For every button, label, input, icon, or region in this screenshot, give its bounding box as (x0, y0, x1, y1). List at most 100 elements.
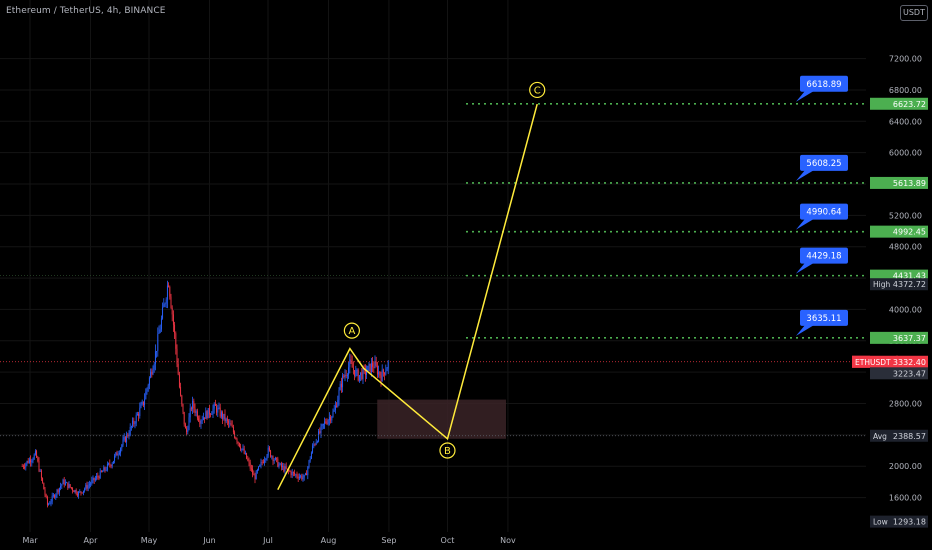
currency-button[interactable]: USDT (900, 5, 928, 21)
y-tick-label: 2800.00 (889, 400, 922, 409)
target-callout[interactable]: 6618.89 (796, 75, 848, 102)
avg-price-tag-bg (870, 429, 928, 442)
target-callout[interactable]: 4990.64 (796, 203, 848, 230)
candle-body (261, 462, 263, 463)
target-axis-tag[interactable]: 4992.45 (870, 225, 928, 238)
candle-body (267, 447, 269, 456)
candle-body (348, 367, 350, 375)
candle-body (333, 410, 335, 412)
candle-body (355, 370, 357, 377)
candle-body (385, 371, 387, 375)
candle-body (46, 496, 48, 505)
candle-body (211, 413, 213, 415)
candle-body (208, 408, 210, 415)
candle-body (109, 463, 111, 466)
candle-body (110, 465, 112, 467)
candle-body (256, 469, 258, 472)
candle-body (379, 371, 381, 376)
candle-body (127, 434, 129, 437)
target-lines: 6618.89 5608.25 4990.64 4429.18 3635.11 (466, 75, 866, 339)
target-callout[interactable]: 4429.18 (796, 247, 848, 274)
target-axis-tag-value: 6623.72 (893, 100, 926, 109)
candle-body (162, 307, 164, 319)
candle-body (140, 404, 142, 408)
symbol-title[interactable]: Ethereum / TetherUS, 4h, BINANCE (6, 6, 166, 16)
target-callout[interactable]: 5608.25 (796, 154, 848, 181)
candle-body (320, 426, 322, 433)
candle-body (276, 457, 278, 459)
wave-label-a[interactable]: A (343, 322, 360, 339)
candle-body (352, 367, 354, 370)
candle-body (367, 365, 369, 372)
target-axis-tag[interactable]: 3637.37 (870, 331, 928, 344)
candle-body (316, 441, 318, 443)
candle-body (376, 365, 378, 375)
candle-body (340, 383, 342, 388)
candle-body (234, 432, 236, 438)
candle-body (117, 454, 119, 456)
candle-body (254, 475, 256, 480)
candle-body (262, 462, 264, 464)
candle-body (30, 459, 32, 463)
candle-body (36, 451, 38, 458)
candle-body (265, 458, 267, 461)
candle-body (52, 495, 54, 496)
prev-close-tag-bg (870, 367, 928, 380)
wave-label-text: A (348, 326, 355, 337)
wave-label-circle (529, 81, 546, 99)
candle-body (37, 457, 39, 461)
candle-body (196, 411, 198, 419)
wave-label-c[interactable]: C (529, 81, 546, 99)
candle-body (289, 470, 291, 472)
candle-body (177, 364, 179, 375)
avg-price-tag[interactable]: Avg 2388.57 (870, 429, 928, 442)
candle-body (298, 476, 300, 479)
target-axis-tag[interactable]: 6623.72 (870, 97, 928, 110)
wave-label-b[interactable]: B (439, 442, 456, 459)
price-axis[interactable]: 1600.002000.002400.002800.003200.003600.… (852, 55, 928, 528)
candle-body (28, 459, 30, 463)
candle-body (357, 369, 359, 381)
candle-body (130, 426, 132, 428)
candle-body (380, 375, 382, 382)
candle-body (136, 414, 138, 416)
candle-body (274, 457, 276, 460)
candle-body (183, 411, 185, 425)
candle-body (68, 484, 70, 488)
candle-body (238, 442, 240, 447)
low-price-tag[interactable]: Low 1293.18 (870, 515, 928, 528)
candle-body (26, 460, 28, 464)
candle-body (152, 369, 154, 375)
candle-body (25, 463, 27, 468)
candle-body (342, 375, 344, 388)
candle-body (368, 363, 370, 366)
candle-body (61, 484, 63, 487)
time-axis[interactable]: Mar Apr May Jun Jul Aug Sep Oct Nov (22, 536, 516, 545)
target-axis-tag[interactable]: 5613.89 (870, 176, 928, 189)
candle-body (242, 448, 244, 450)
candlestick-series (21, 280, 389, 508)
candle-body (204, 417, 206, 419)
candle-body (112, 460, 114, 464)
candle-body (160, 318, 162, 330)
target-axis-tag-bg (870, 225, 928, 238)
candle-body (322, 423, 324, 425)
candle-body (138, 414, 140, 417)
prev-close-tag[interactable]: 3223.47 (870, 367, 928, 380)
target-callout[interactable]: 3635.11 (796, 309, 848, 336)
candle-body (62, 479, 64, 485)
wave-label-circle (343, 322, 360, 339)
candle-body (133, 420, 135, 424)
candle-body (120, 448, 122, 453)
wave-path[interactable] (277, 103, 538, 491)
candle-body (273, 459, 275, 461)
high-price-tag[interactable]: High 4372.72 (870, 278, 928, 291)
target-callout-box (800, 75, 848, 92)
elliott-wave-drawing[interactable]: A B C (277, 81, 546, 491)
candle-body (336, 405, 338, 407)
x-tick-label: Apr (84, 536, 99, 545)
candle-body (27, 460, 29, 463)
candle-body (99, 470, 101, 479)
candle-body (114, 455, 116, 461)
